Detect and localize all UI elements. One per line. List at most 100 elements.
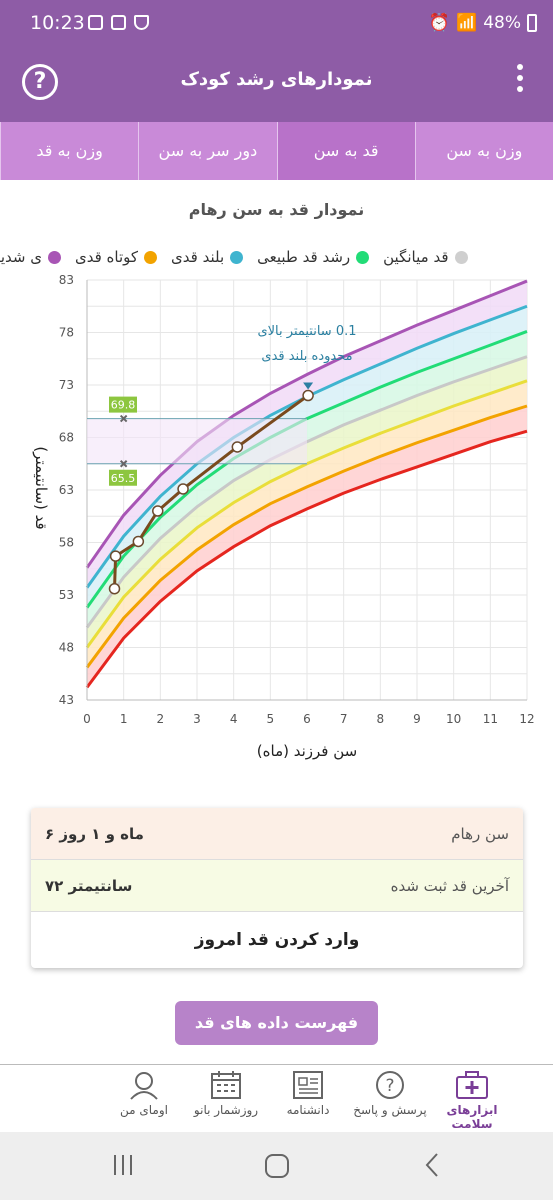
legend-dot	[144, 250, 158, 264]
nav-encyclopedia[interactable]: دانشنامه	[267, 1065, 349, 1132]
y-tick-label: 63	[59, 483, 74, 497]
y-tick-label: 83	[59, 273, 74, 287]
enter-height-button[interactable]: وارد کردن قد امروز	[194, 930, 360, 950]
marker-badge	[109, 469, 137, 486]
battery-icon	[527, 14, 537, 32]
x-tick-label: 7	[340, 712, 348, 726]
x-tick-label: 2	[157, 712, 165, 726]
wifi-icon: 📶	[456, 13, 478, 33]
marker-label: 69.8	[111, 399, 136, 412]
y-tick-label: 43	[59, 693, 74, 707]
age-value: ۶ ماه و ۱ روز	[45, 824, 144, 843]
x-axis-label: سن فرزند (ماه)	[257, 742, 357, 760]
alarm-icon: ⏰	[428, 13, 451, 33]
legend-dot	[454, 250, 468, 264]
child-height-point	[152, 505, 164, 517]
question-bubble-icon: ?	[376, 1071, 404, 1099]
age-row: ۶ ماه و ۱ روز سن رهام	[31, 808, 523, 860]
check-icon	[111, 15, 126, 30]
profile-icon	[130, 1072, 158, 1100]
notification-icons	[88, 15, 149, 30]
legend-dot	[356, 250, 370, 264]
curve-red	[85, 429, 528, 689]
x-tick-label: 5	[267, 712, 275, 726]
calendar-icon	[211, 1071, 241, 1099]
y-tick-label: 58	[59, 536, 74, 550]
status-bar: 10:23 ⏰ 📶 48%	[0, 0, 553, 42]
x-tick-label: 0	[83, 712, 91, 726]
legend-item-normal: رشد قد طبیعی	[257, 244, 370, 270]
height-label: آخرین قد ثبت شده	[390, 876, 509, 895]
child-height-point	[132, 535, 145, 548]
android-nav-bar	[0, 1132, 553, 1200]
y-tick-label: 73	[59, 378, 74, 392]
legend-item-tall: بلند قدی	[171, 244, 244, 270]
child-height-point	[109, 550, 122, 562]
x-tick-label: 6	[303, 712, 311, 726]
home-icon[interactable]	[263, 1152, 291, 1180]
battery-label: 48%	[483, 13, 521, 33]
annotation-line: محدوده بلند قدی	[261, 349, 352, 364]
y-axis-label: قد (سانتیمتر)	[32, 446, 50, 529]
tab-height-age[interactable]: قد به سن	[276, 122, 415, 180]
x-tick-label: 10	[446, 712, 461, 726]
legend-item-average: قد میانگین	[383, 244, 468, 270]
age-label: سن رهام	[451, 824, 509, 843]
band-yellow	[87, 356, 527, 648]
legend-dot	[230, 250, 244, 264]
curve-orange	[85, 404, 528, 669]
info-card: ۶ ماه و ۱ روز سن رهام ۷۲ سانتیمتر آخرین …	[31, 808, 523, 968]
help-button[interactable]: ?	[22, 64, 58, 100]
tab-weight-age[interactable]: وزن به سن	[414, 122, 553, 180]
svg-text:?: ?	[385, 1076, 394, 1096]
band-teal	[87, 281, 527, 588]
x-tick-label: 3	[193, 712, 201, 726]
page-title: نمودارهای رشد کودک	[180, 69, 373, 90]
status-time: 10:23	[30, 12, 85, 34]
legend-dot	[48, 250, 61, 264]
recent-apps-icon[interactable]	[110, 1152, 136, 1178]
height-value: ۷۲ سانتیمتر	[45, 876, 133, 895]
child-height-point	[302, 389, 314, 402]
legend-item-severe: ی شدید	[0, 244, 61, 270]
legend-item-short: کوتاه قدی	[75, 244, 158, 270]
y-tick-label: 78	[59, 326, 74, 340]
newspaper-icon	[293, 1071, 323, 1099]
x-tick-label: 4	[230, 712, 238, 726]
x-tick-label: 9	[413, 712, 421, 726]
tab-weight-height[interactable]: وزن به قد	[0, 122, 138, 180]
overflow-menu-icon[interactable]	[517, 64, 525, 97]
marker-cross	[119, 460, 128, 468]
highlight-band	[87, 418, 307, 464]
system-icons: ⏰ 📶 48%	[429, 13, 537, 33]
app-header: ? نمودارهای رشد کودک	[0, 42, 553, 122]
chart-legend: ی شدید کوتاه قدی بلند قدی رشد قد طبیعی ق…	[0, 244, 553, 270]
x-tick-label: 11	[483, 712, 498, 726]
band-grey	[87, 331, 527, 628]
chart-tabs: وزن به سن قد به سن دور سر به سن وزن به ق…	[0, 122, 553, 180]
curve-purple	[85, 279, 528, 569]
image-icon	[88, 15, 103, 30]
band-orange	[87, 380, 527, 668]
child-height-point	[108, 582, 121, 595]
back-icon[interactable]	[418, 1150, 446, 1180]
nav-calendar[interactable]: روزشمار بانو	[185, 1065, 267, 1132]
band-red	[87, 406, 527, 688]
x-tick-label: 1	[120, 712, 128, 726]
nav-qa[interactable]: ? پرسش و پاسخ	[349, 1065, 431, 1132]
y-tick-label: 68	[59, 431, 74, 445]
y-tick-label: 48	[59, 641, 74, 655]
shield-icon	[134, 15, 149, 30]
y-tick-label: 53	[59, 588, 74, 602]
nav-health-tools[interactable]: ابزارهای سلامت	[431, 1065, 513, 1132]
nav-profile[interactable]: اومای من	[103, 1065, 185, 1132]
bottom-nav: ابزارهای سلامت ? پرسش و پاسخ دانشنامه رو…	[0, 1064, 553, 1132]
marker-label: 65.5	[111, 472, 136, 485]
height-list-button[interactable]: فهرست داده های قد رهام	[175, 1001, 378, 1076]
chart-title: نمودار قد به سن رهام	[188, 200, 365, 219]
height-row: ۷۲ سانتیمتر آخرین قد ثبت شده	[31, 860, 523, 912]
marker-cross	[119, 414, 128, 423]
latest-point-marker	[303, 382, 314, 390]
tab-head-age[interactable]: دور سر به سن	[138, 122, 276, 180]
